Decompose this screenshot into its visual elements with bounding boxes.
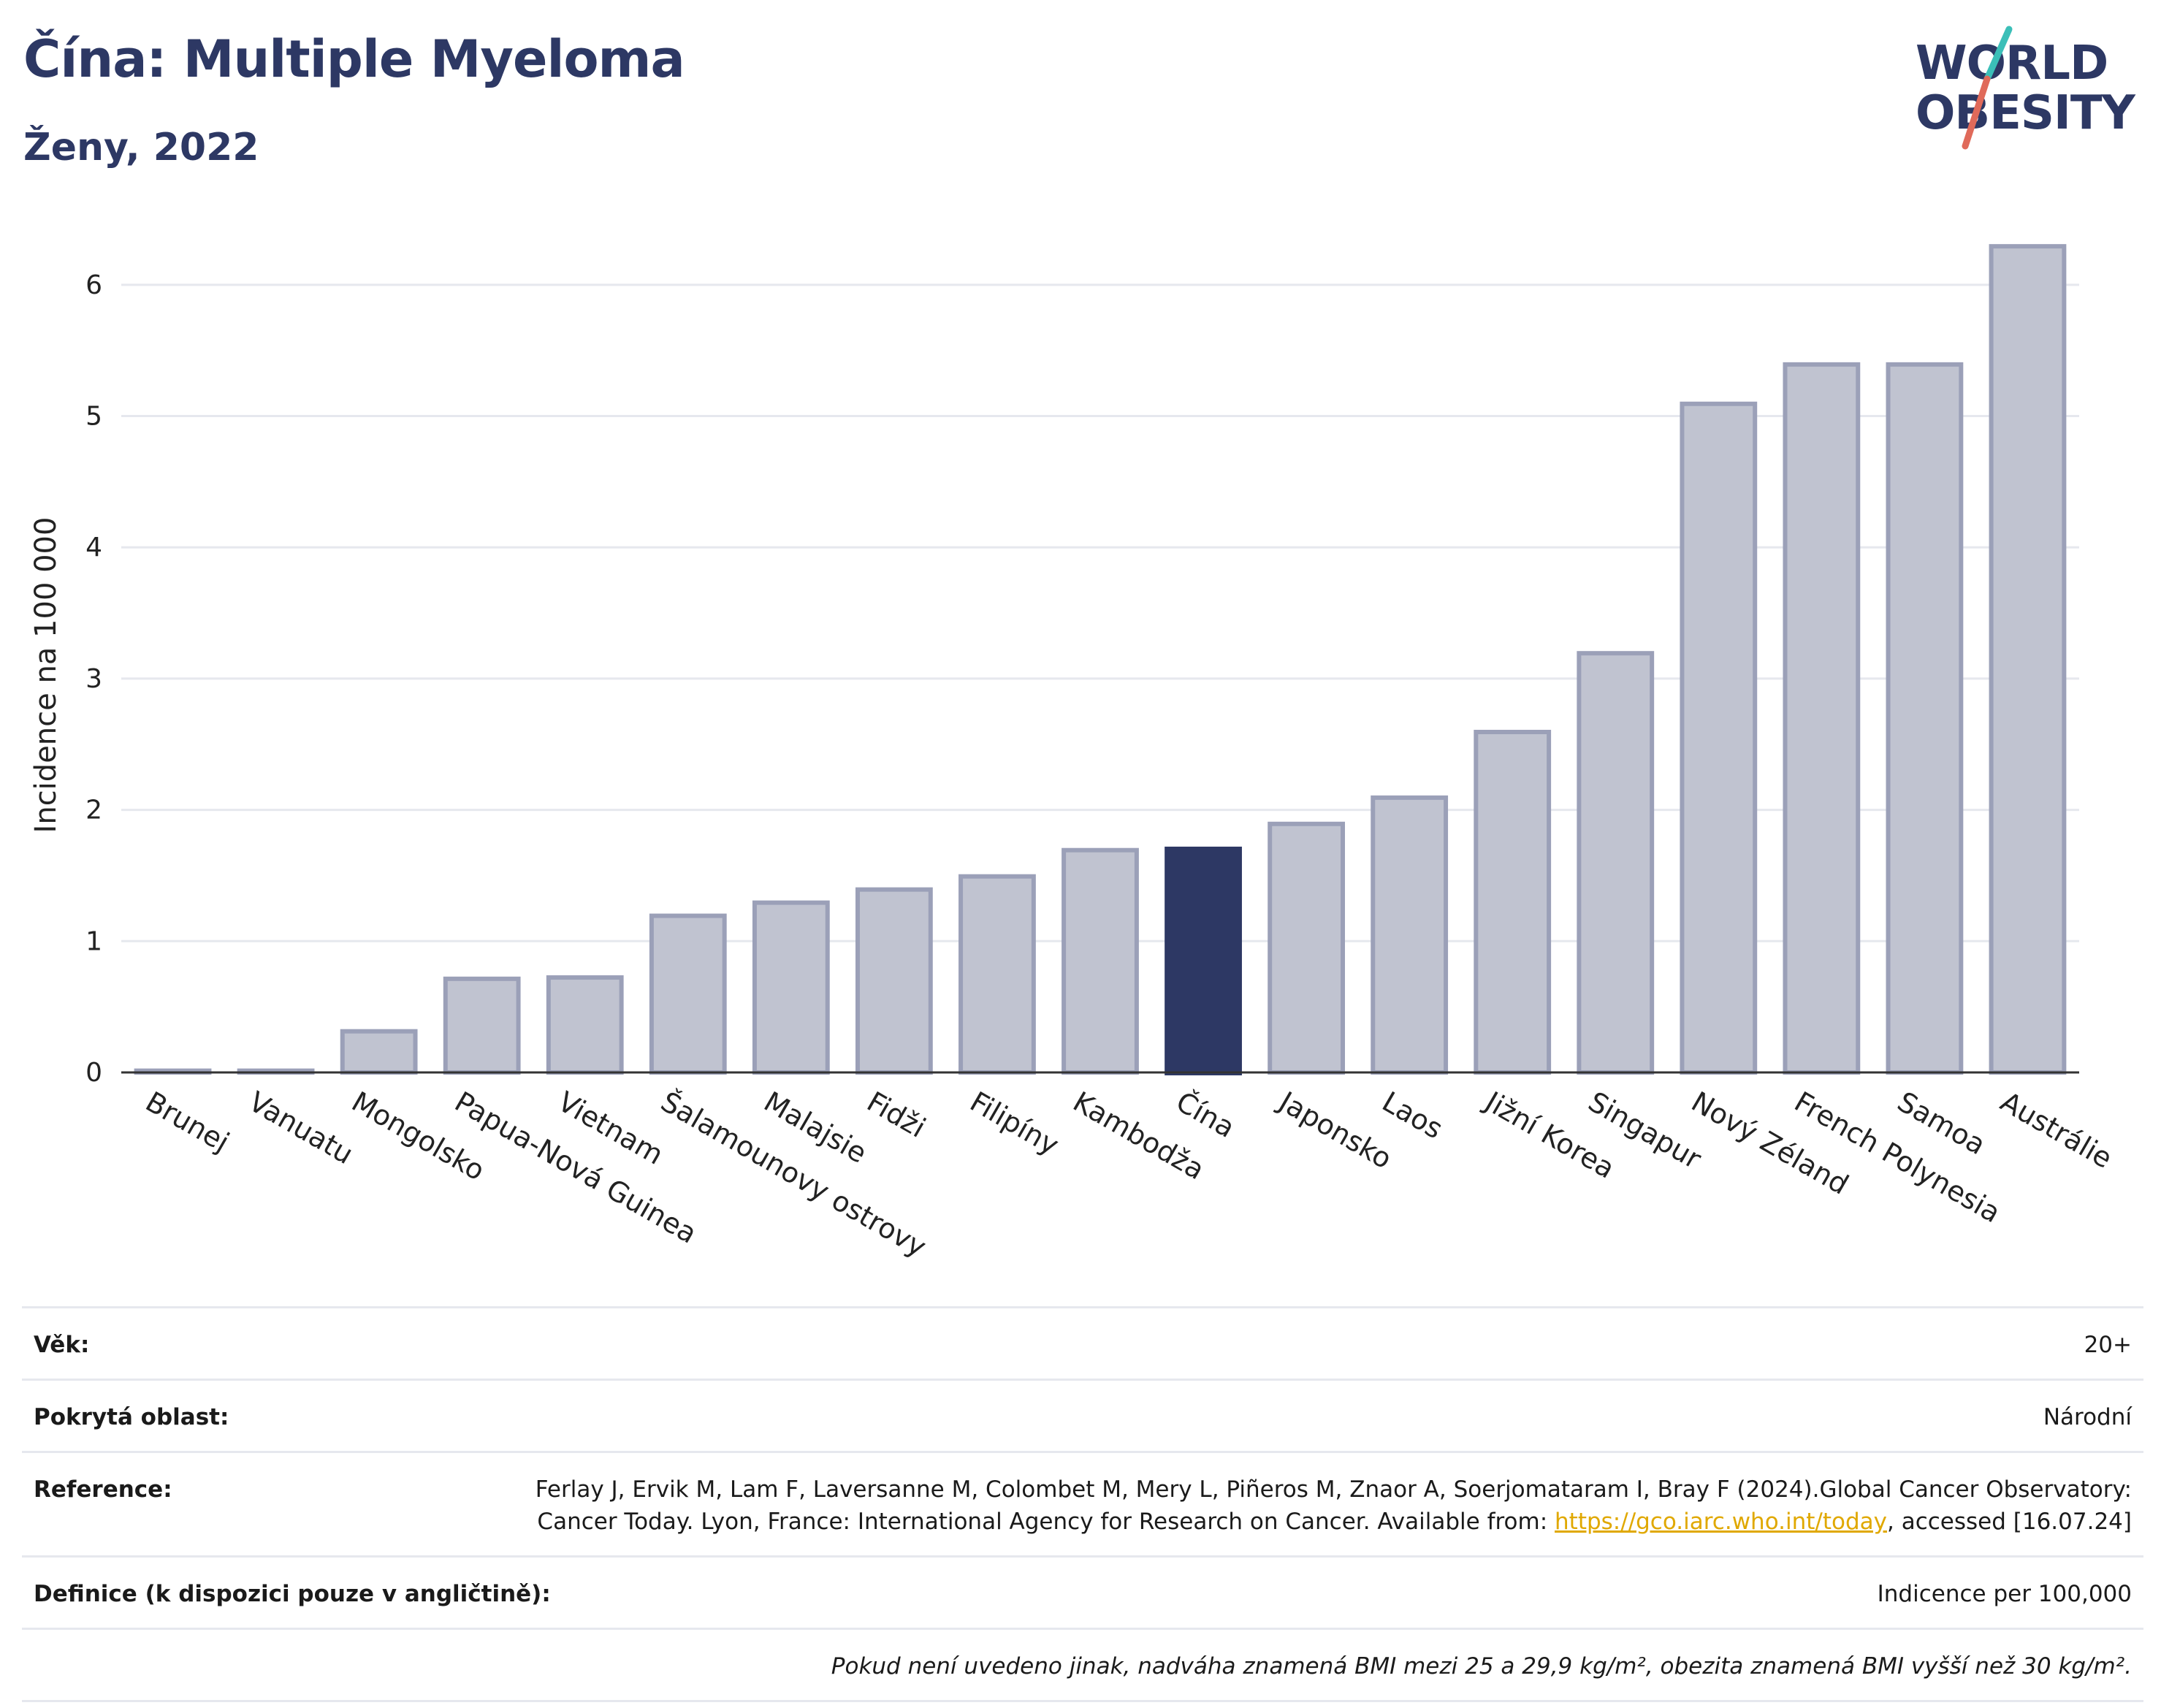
bar-highlight	[1165, 846, 1242, 1075]
x-tick-label: Austrálie	[1995, 1086, 2118, 1175]
bar	[1989, 244, 2067, 1075]
bar	[1371, 795, 1449, 1075]
world-obesity-logo: WORLD OBESITY	[1899, 22, 2148, 153]
reference-post: , accessed [16.07.24]	[1886, 1509, 2132, 1535]
y-tick-label: 3	[85, 664, 102, 694]
y-tick-label: 5	[85, 402, 102, 432]
x-tick-label: Brunej	[140, 1086, 235, 1159]
info-label: Věk:	[34, 1332, 90, 1358]
info-value: Indicence per 100,000	[1877, 1581, 2132, 1607]
info-row-note: Pokud není uvedeno jinak, nadváha znamen…	[22, 1628, 2143, 1702]
info-value: Národní	[2043, 1404, 2132, 1430]
bar	[855, 887, 933, 1075]
bmi-note: Pokud není uvedeno jinak, nadváha znamen…	[831, 1653, 2132, 1680]
bar	[1474, 730, 1552, 1075]
reference-pre: Ferlay J, Ervik M, Lam F, Laversanne M, …	[535, 1476, 2132, 1535]
info-row-coverage: Pokrytá oblast: Národní	[22, 1379, 2143, 1451]
bar	[1577, 651, 1655, 1075]
reference-text: Ferlay J, Ervik M, Lam F, Laversanne M, …	[503, 1473, 2132, 1538]
bar	[1062, 847, 1139, 1075]
info-row-reference: Reference: Ferlay J, Ervik M, Lam F, Lav…	[22, 1451, 2143, 1555]
x-tick-label: Filipíny	[964, 1086, 1064, 1162]
bar	[443, 976, 521, 1075]
bar	[1268, 821, 1346, 1075]
bar	[752, 900, 830, 1075]
page-subtitle: Ženy, 2022	[23, 126, 259, 169]
logo-slash-icon	[1962, 26, 2013, 150]
y-axis-title: Incidence na 100 000	[29, 517, 63, 834]
x-tick-label: Vanuatu	[243, 1086, 359, 1170]
x-tick-label: Japonsko	[1273, 1085, 1398, 1175]
x-tick-label: Čína	[1171, 1086, 1240, 1144]
bar	[340, 1029, 418, 1075]
info-label: Pokrytá oblast:	[34, 1404, 229, 1430]
y-tick-label: 2	[85, 796, 102, 826]
logo-line-2: OBESITY	[1916, 86, 2135, 140]
bar	[1886, 362, 1964, 1075]
bar	[546, 975, 624, 1075]
info-table: Věk: 20+ Pokrytá oblast: Národní Referen…	[22, 1306, 2143, 1702]
reference-link[interactable]: https://gco.iarc.who.int/today	[1555, 1509, 1887, 1535]
x-tick-label: Laos	[1377, 1086, 1449, 1145]
info-row-age: Věk: 20+	[22, 1306, 2143, 1379]
page-title: Čína: Multiple Myeloma	[23, 29, 685, 89]
bar	[649, 913, 727, 1075]
info-row-definition: Definice (k dispozici pouze v angličtině…	[22, 1555, 2143, 1628]
info-label: Reference:	[34, 1476, 172, 1503]
x-tick-label: Fidži	[861, 1086, 931, 1144]
y-tick-label: 6	[85, 270, 102, 300]
bar	[958, 874, 1036, 1075]
info-value: 20+	[2084, 1332, 2132, 1358]
bar	[1783, 362, 1861, 1075]
y-tick-label: 0	[85, 1058, 102, 1088]
y-tick-label: 1	[85, 926, 102, 956]
y-tick-label: 4	[85, 533, 102, 563]
bar	[1680, 401, 1758, 1075]
logo-line-1: WORLD	[1916, 37, 2108, 91]
info-label: Definice (k dispozici pouze v angličtině…	[34, 1581, 551, 1607]
